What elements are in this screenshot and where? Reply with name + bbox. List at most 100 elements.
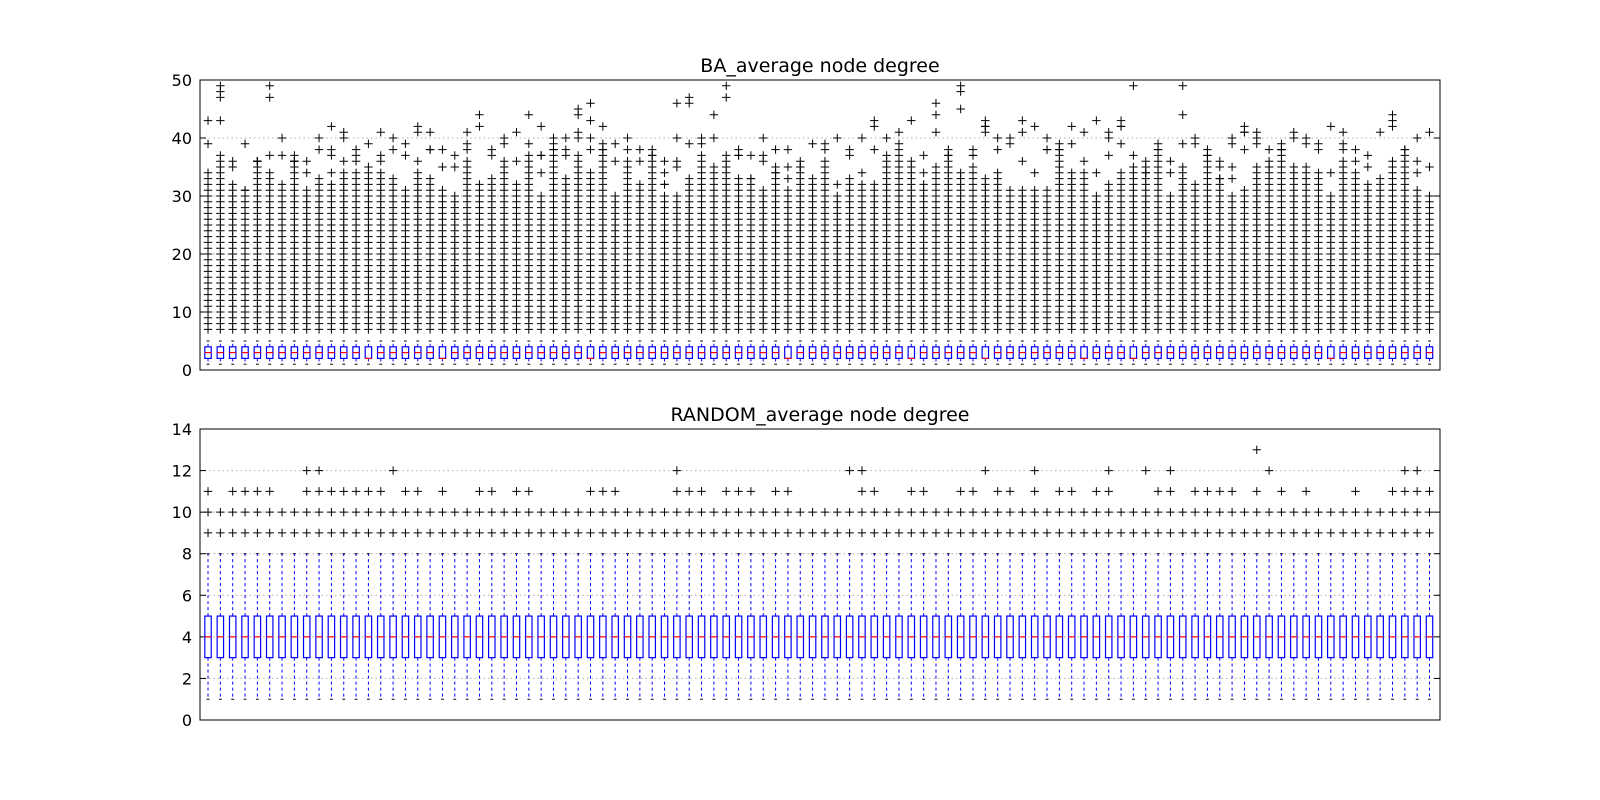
outlier-marker [1129,151,1138,160]
outlier-marker [635,507,645,517]
outlier-marker [808,507,817,517]
box-24 [487,487,497,700]
outlier-marker [327,487,336,496]
outlier-marker [1166,191,1175,201]
box-3 [228,487,237,700]
box-97 [1388,110,1397,365]
outlier-marker [783,507,793,517]
box-71 [1067,122,1076,365]
outlier-marker [1425,528,1434,538]
outlier-marker [685,174,694,183]
outlier-marker [1005,507,1015,517]
outlier-marker [919,528,928,538]
outlier-marker [771,487,780,496]
outlier-marker [845,507,854,517]
outlier-marker [931,162,941,172]
box-33 [598,122,608,365]
outlier-marker [216,151,225,160]
outlier-marker [1203,487,1212,496]
outlier-marker [907,157,916,166]
outlier-marker [401,528,410,538]
outlier-marker [931,99,941,108]
outlier-marker [1178,507,1187,517]
outlier-marker [857,487,867,496]
box-13 [351,487,361,700]
outlier-marker [919,180,928,189]
outlier-marker [968,145,978,154]
outlier-marker [598,139,608,148]
box-68 [1030,122,1039,365]
box-72 [1079,507,1089,700]
outlier-marker [487,507,497,517]
box-92 [1326,122,1336,365]
outlier-marker [734,487,743,496]
outlier-marker [783,174,793,183]
outlier-marker [672,191,682,201]
outlier-marker [833,180,842,189]
outlier-marker [1030,466,1039,475]
outlier-marker [314,528,324,538]
outlier-marker [1190,180,1200,189]
outlier-marker [228,507,237,517]
outlier-marker [586,168,595,177]
outlier-marker [1079,128,1089,137]
box-86 [1252,128,1261,365]
outlier-marker [981,507,990,517]
outlier-marker [660,180,669,189]
outlier-marker [1240,507,1249,517]
outlier-marker [512,528,521,538]
outlier-marker [450,507,459,517]
outlier-marker [1079,157,1089,166]
box-43 [722,81,731,365]
box-30 [561,507,571,700]
box-81 [1190,133,1200,365]
box-21 [450,507,459,700]
outlier-marker [894,151,904,160]
box-70 [1055,487,1064,700]
outlier-marker [487,145,497,154]
outlier-marker [1388,110,1397,119]
outlier-marker [1166,466,1175,475]
box-11 [327,122,336,365]
outlier-marker [364,139,373,148]
box-19 [425,507,435,700]
outlier-marker [438,186,447,195]
box-9 [302,157,311,365]
outlier-marker [1215,174,1224,183]
box-6 [265,81,274,365]
outlier-marker [1351,507,1360,517]
outlier-marker [462,528,472,538]
outlier-marker [1289,507,1298,517]
box-9 [302,466,311,700]
y-tick-label: 8 [182,545,192,564]
box-56 [882,133,891,365]
outlier-marker [388,133,398,143]
box-76 [1129,81,1138,365]
outlier-marker [734,174,743,183]
outlier-marker [265,93,274,102]
outlier-marker [672,487,682,496]
outlier-marker [981,528,990,538]
outlier-marker [425,128,435,137]
outlier-marker [1129,528,1138,538]
outlier-marker [1042,507,1052,517]
outlier-marker [931,507,941,517]
box-23 [475,110,484,365]
outlier-marker [1412,133,1422,143]
outlier-marker [524,151,534,160]
outlier-marker [327,151,336,160]
outlier-marker [610,487,620,496]
box-59 [919,151,928,365]
outlier-marker [462,128,472,137]
outlier-marker [894,139,904,148]
box-8 [290,507,299,700]
outlier-marker [462,507,472,517]
outlier-marker [1005,487,1015,496]
outlier-marker [586,528,595,538]
outlier-marker [697,528,706,538]
outlier-marker [833,507,842,517]
outlier-marker [1018,507,1027,517]
box-53 [845,466,854,700]
outlier-marker [771,168,780,177]
outlier-marker [635,528,645,538]
